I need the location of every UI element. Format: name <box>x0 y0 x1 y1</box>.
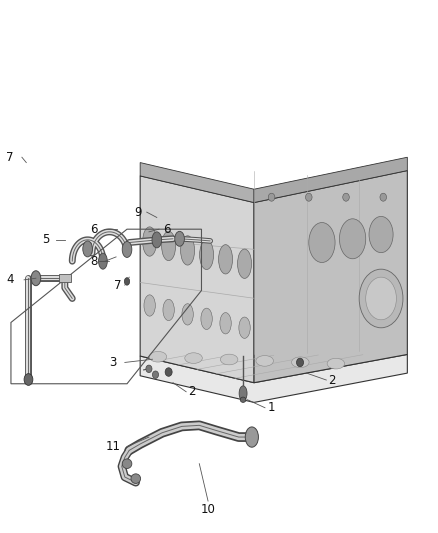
Ellipse shape <box>182 304 193 325</box>
Ellipse shape <box>31 271 41 286</box>
Text: 1: 1 <box>268 401 276 414</box>
Ellipse shape <box>175 231 184 246</box>
Ellipse shape <box>268 193 275 201</box>
Ellipse shape <box>309 223 335 263</box>
Ellipse shape <box>237 249 251 278</box>
Polygon shape <box>59 274 71 282</box>
Ellipse shape <box>165 368 172 376</box>
Polygon shape <box>140 176 254 383</box>
Ellipse shape <box>122 459 132 469</box>
Ellipse shape <box>339 219 366 259</box>
Text: 7: 7 <box>113 279 121 292</box>
Polygon shape <box>254 171 407 383</box>
Text: 11: 11 <box>106 440 120 453</box>
Ellipse shape <box>343 193 350 201</box>
Ellipse shape <box>185 353 202 364</box>
Text: 4: 4 <box>6 273 14 286</box>
Text: 8: 8 <box>91 255 98 268</box>
Ellipse shape <box>256 356 273 366</box>
Ellipse shape <box>239 386 247 401</box>
Ellipse shape <box>152 371 159 378</box>
Ellipse shape <box>380 193 387 201</box>
Ellipse shape <box>99 253 107 269</box>
Ellipse shape <box>366 277 396 320</box>
Polygon shape <box>140 354 407 402</box>
Text: 6: 6 <box>162 223 170 236</box>
Ellipse shape <box>359 269 403 328</box>
Ellipse shape <box>163 300 174 321</box>
Text: 3: 3 <box>110 356 117 369</box>
Ellipse shape <box>122 241 132 257</box>
Ellipse shape <box>24 374 33 385</box>
Ellipse shape <box>305 193 312 201</box>
Ellipse shape <box>124 278 130 285</box>
Ellipse shape <box>200 240 214 270</box>
Ellipse shape <box>83 241 92 257</box>
Ellipse shape <box>239 317 250 338</box>
Ellipse shape <box>146 365 152 373</box>
Ellipse shape <box>131 474 141 483</box>
Text: 2: 2 <box>328 374 336 386</box>
Ellipse shape <box>327 358 345 369</box>
Ellipse shape <box>144 295 155 316</box>
Ellipse shape <box>245 427 258 447</box>
Text: 10: 10 <box>201 503 215 515</box>
Text: 6: 6 <box>90 223 98 236</box>
Ellipse shape <box>219 245 233 274</box>
Ellipse shape <box>220 312 231 334</box>
Ellipse shape <box>220 354 238 365</box>
Text: 7: 7 <box>6 151 14 164</box>
Text: 2: 2 <box>188 385 196 398</box>
Text: 5: 5 <box>42 233 49 246</box>
Polygon shape <box>254 157 407 203</box>
Ellipse shape <box>162 231 176 261</box>
Ellipse shape <box>292 357 309 368</box>
Ellipse shape <box>240 397 246 402</box>
Polygon shape <box>140 163 254 203</box>
Ellipse shape <box>201 308 212 329</box>
Ellipse shape <box>149 351 167 362</box>
Ellipse shape <box>369 216 393 253</box>
Ellipse shape <box>143 227 157 256</box>
Ellipse shape <box>152 232 162 248</box>
Text: 9: 9 <box>134 206 142 219</box>
Ellipse shape <box>297 358 304 367</box>
Ellipse shape <box>180 236 194 265</box>
